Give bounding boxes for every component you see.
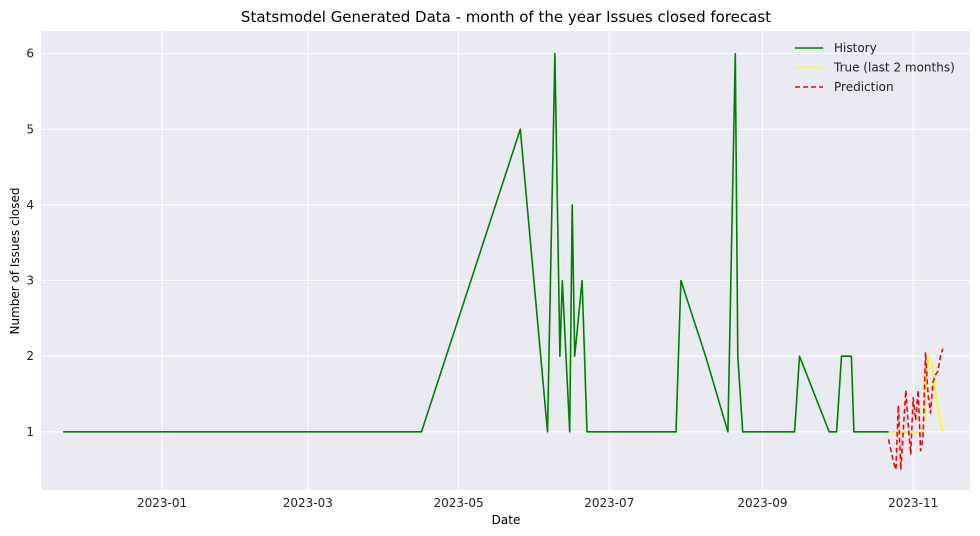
x-tick-label: 2023-03 <box>283 496 333 510</box>
y-tick-labels: 1 2 3 4 5 6 <box>26 47 34 439</box>
x-tick-label: 2023-07 <box>584 496 634 510</box>
series-group <box>63 52 944 471</box>
x-tick-labels: 2023-01 2023-03 2023-05 2023-07 2023-09 2023-… <box>137 496 938 510</box>
y-tick-label: 5 <box>26 122 34 136</box>
legend-label: Prediction <box>834 80 894 94</box>
x-tick-label: 2023-05 <box>433 496 483 510</box>
y-tick-label: 1 <box>26 425 34 439</box>
x-tick-label: 2023-09 <box>737 496 787 510</box>
x-tick-label: 2023-11 <box>888 496 938 510</box>
y-tick-label: 3 <box>26 274 34 288</box>
x-axis-label: Date <box>492 513 521 527</box>
legend-label: True (last 2 months) <box>833 61 955 75</box>
y-tick-label: 6 <box>26 47 34 61</box>
plot-area <box>41 31 970 490</box>
legend: History True (last 2 months) Prediction <box>795 41 955 94</box>
y-tick-label: 2 <box>26 349 34 363</box>
y-axis-label: Number of Issues closed <box>8 187 22 334</box>
chart-title: Statsmodel Generated Data - month of the… <box>241 8 771 26</box>
series-line-history <box>63 52 889 433</box>
y-tick-label: 4 <box>26 198 34 212</box>
x-tick-label: 2023-01 <box>137 496 187 510</box>
legend-label: History <box>834 41 877 55</box>
